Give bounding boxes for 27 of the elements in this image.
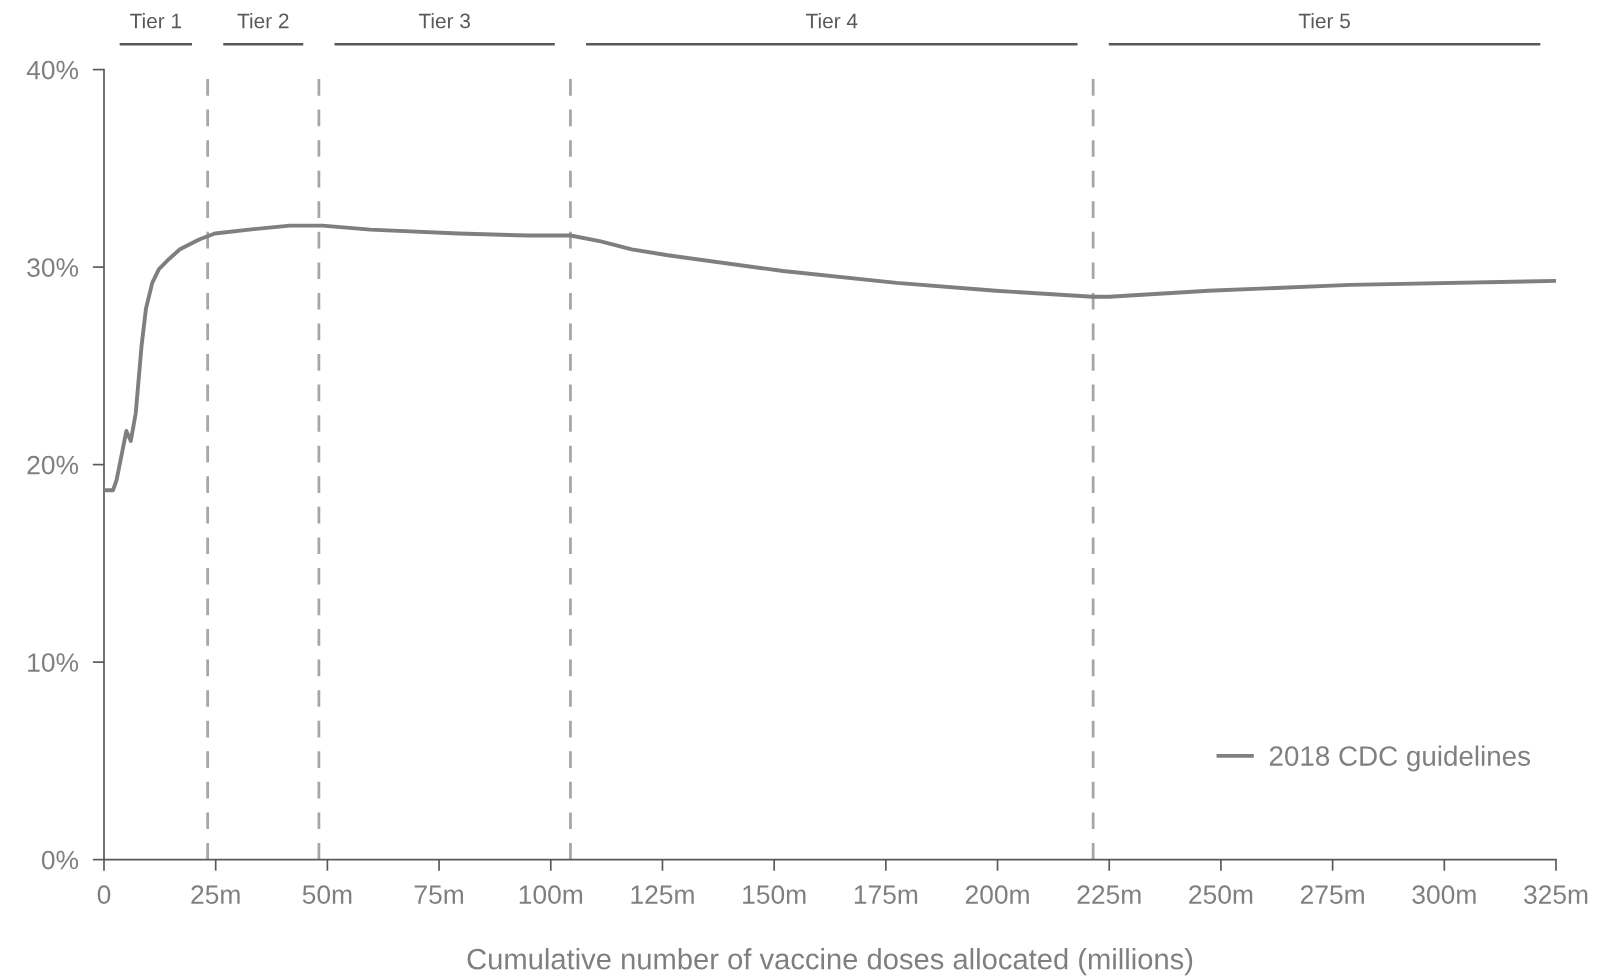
x-tick-label: 250m — [1189, 885, 1253, 904]
x-tick-label: 300m — [1412, 885, 1476, 904]
x-tick-label: 0 — [97, 885, 111, 904]
x-tick-label: 200m — [965, 885, 1029, 904]
x-tick-label: 50m — [302, 885, 352, 904]
x-tick-label: 150m — [743, 885, 806, 904]
x-tick-label: 25m — [191, 885, 240, 904]
x-tick-label: 175m — [854, 885, 918, 904]
y-tick-label: 20% — [27, 455, 79, 475]
x-axis-title: Cumulative number of vaccine doses allocated (millions) — [467, 948, 1193, 976]
text: Tier 3 — [418, 13, 470, 29]
y-tick-label: 30% — [27, 258, 79, 277]
x-tick-label: 100m — [519, 885, 583, 904]
x-tick-label: 275m — [1300, 885, 1364, 904]
line-series — [104, 223, 1556, 493]
text: Tier 4 — [806, 13, 858, 29]
text: Tier 2 — [237, 13, 289, 29]
legend-label: 2018 CDC guidelines — [1269, 745, 1531, 772]
y-tick-label: 10% — [28, 653, 79, 672]
y-tick-label: 40% — [26, 60, 79, 80]
x-tick-label: 125m — [631, 885, 694, 904]
y-tick-label: 0% — [41, 850, 79, 870]
x-tick-label: 325m — [1524, 885, 1588, 904]
x-tick-label: 75m — [414, 885, 464, 904]
text: Tier 5 — [1298, 13, 1350, 29]
x-tick-label: 225m — [1077, 885, 1141, 904]
text: Tier 1 — [130, 13, 182, 29]
